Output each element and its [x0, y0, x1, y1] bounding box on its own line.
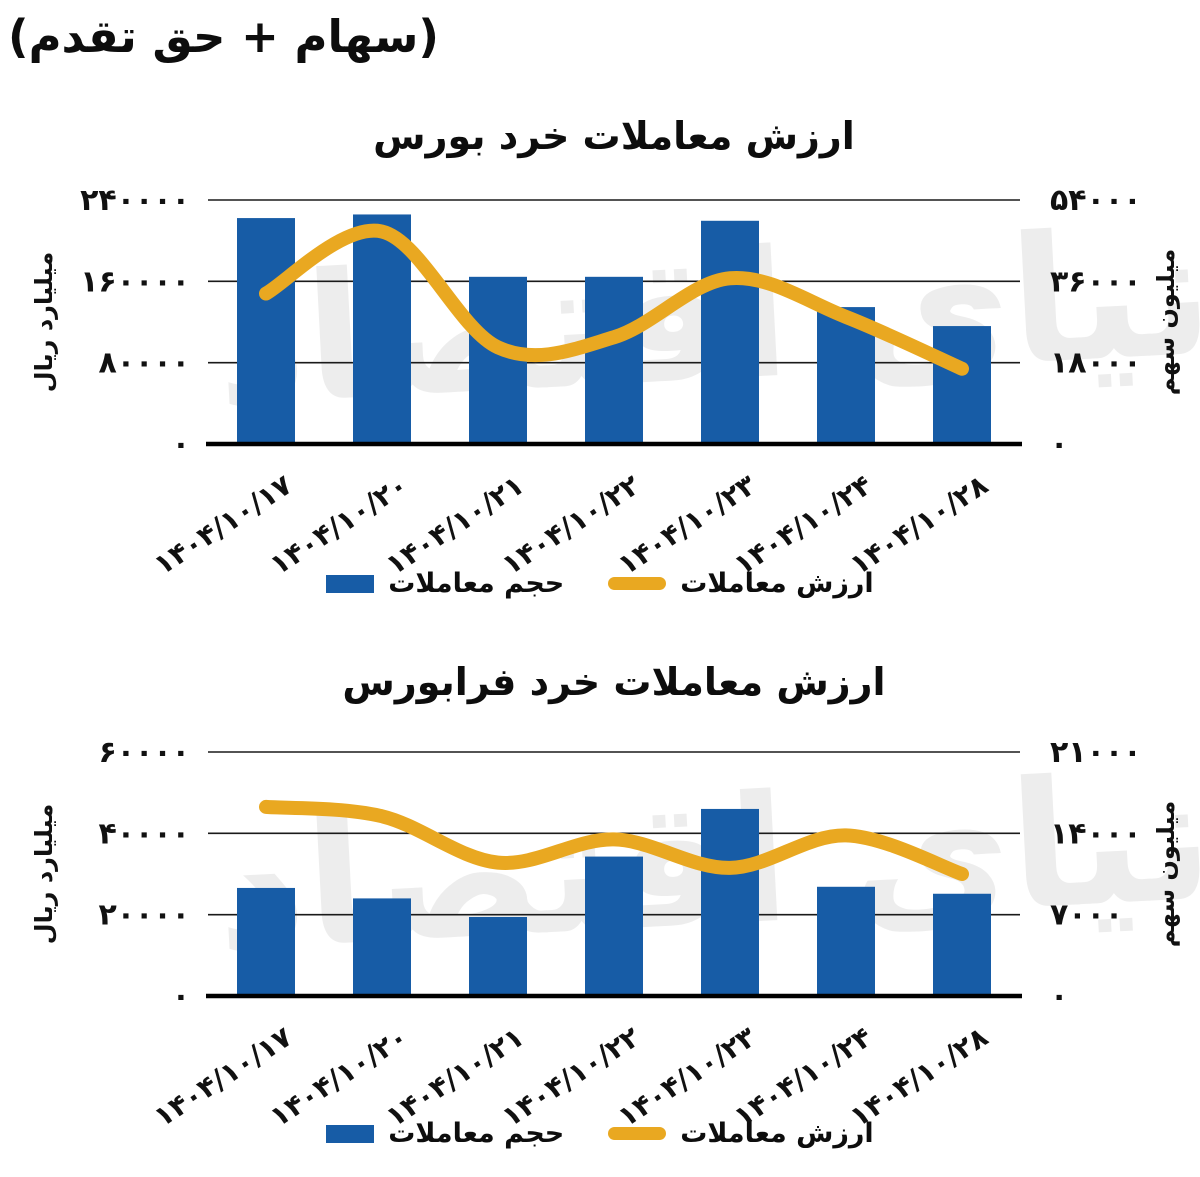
value-series-label: ارزش معاملات	[680, 568, 874, 599]
left-axis-title: میلیارد ریال	[30, 252, 58, 392]
volume-bar	[353, 214, 411, 444]
volume-series-swatch	[326, 574, 375, 593]
page-title: (سهام + حق تقدم)	[8, 10, 439, 63]
volume-bar	[701, 220, 759, 444]
value-series-swatch	[608, 1127, 667, 1140]
volume-bar	[469, 916, 527, 996]
value-line	[259, 799, 969, 881]
right-axis-tick-label: ۷۰۰۰	[1050, 898, 1123, 933]
volume-bar	[701, 808, 759, 996]
left-axis-tick-label: ۰	[172, 979, 190, 1014]
right-axis-tick-label: ۵۴۰۰۰	[1050, 183, 1142, 218]
volume-bar	[817, 886, 875, 996]
legend-farabourse: حجم معاملات ارزش معاملات	[0, 1118, 1200, 1149]
volume-series-label: حجم معاملات	[388, 1118, 565, 1149]
left-axis-tick-label: ۱۶۰۰۰۰	[80, 264, 190, 299]
right-axis-tick-label: ۱۸۰۰۰	[1050, 346, 1142, 381]
volume-series-swatch	[326, 1124, 375, 1143]
left-axis-tick-label: ۰	[172, 427, 190, 462]
chart-title-bourse: ارزش معاملات خرد بورس	[373, 114, 855, 158]
volume-bar	[237, 887, 295, 996]
right-axis-title: میلیون سهم	[1152, 801, 1180, 947]
volume-bar	[933, 326, 991, 444]
volume-series-label: حجم معاملات	[388, 568, 565, 599]
right-axis-tick-label: ۲۱۰۰۰	[1050, 735, 1142, 770]
volume-bar	[353, 898, 411, 996]
volume-bar	[585, 856, 643, 996]
left-axis-title: میلیارد ریال	[30, 804, 58, 944]
volume-bar	[933, 893, 991, 996]
left-axis-tick-label: ۸۰۰۰۰	[98, 346, 190, 381]
volume-bar	[237, 218, 295, 444]
legend-bourse: حجم معاملات ارزش معاملات	[0, 568, 1200, 599]
right-axis-tick-label: ۰	[1050, 979, 1068, 1014]
value-series-swatch	[608, 577, 667, 590]
value-series-label: ارزش معاملات	[680, 1118, 874, 1149]
right-axis-tick-label: ۱۴۰۰۰	[1050, 816, 1142, 851]
right-axis-tick-label: ۰	[1050, 427, 1068, 462]
left-axis-tick-label: ۲۴۰۰۰۰	[80, 183, 190, 218]
volume-bar	[585, 276, 643, 444]
chart-title-farabourse: ارزش معاملات خرد فرابورس	[342, 660, 886, 704]
left-axis-tick-label: ۴۰۰۰۰	[98, 816, 190, 851]
right-axis-title: میلیون سهم	[1152, 249, 1180, 395]
left-axis-tick-label: ۶۰۰۰۰	[98, 735, 190, 770]
value-line	[259, 223, 969, 376]
left-axis-tick-label: ۲۰۰۰۰	[98, 898, 190, 933]
right-axis-tick-label: ۳۶۰۰۰	[1050, 264, 1142, 299]
